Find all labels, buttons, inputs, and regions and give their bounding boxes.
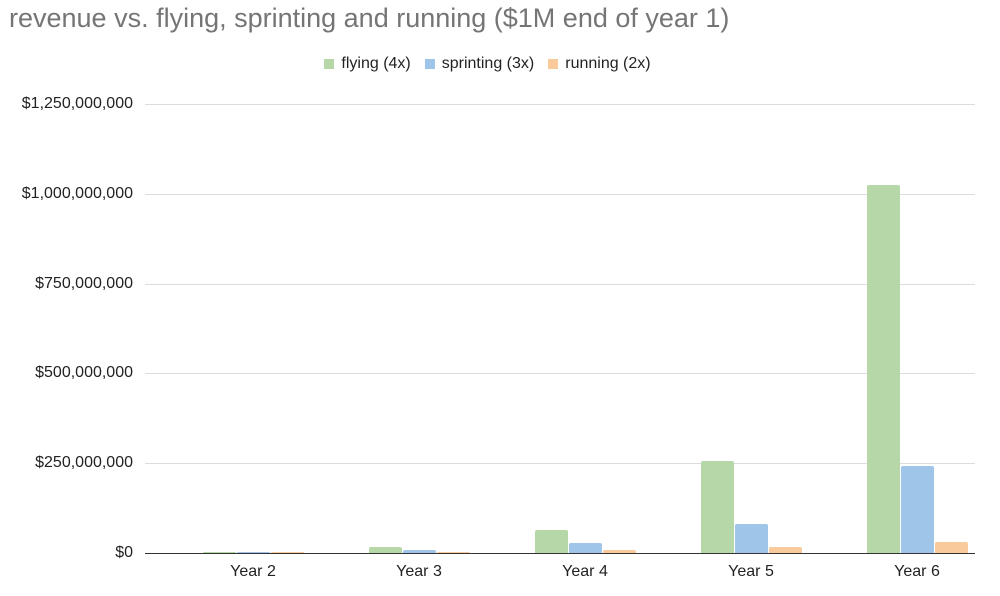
y-tick-label: $1,250,000,000 bbox=[21, 95, 133, 112]
bar-sprinting-year-5[interactable] bbox=[734, 523, 768, 553]
legend-swatch-icon bbox=[424, 59, 435, 69]
gridline bbox=[145, 463, 975, 464]
y-tick-label: $1,000,000,000 bbox=[21, 185, 133, 202]
legend-item-running[interactable]: running (2x) bbox=[548, 55, 651, 73]
x-tick-label: Year 6 bbox=[894, 563, 940, 580]
bar-flying-year-5[interactable] bbox=[700, 461, 734, 553]
bar-flying-year-3[interactable] bbox=[368, 547, 402, 553]
x-axis bbox=[145, 553, 975, 554]
x-tick-label: Year 4 bbox=[562, 563, 608, 580]
x-tick-label: Year 3 bbox=[396, 563, 442, 580]
legend-item-sprinting[interactable]: sprinting (3x) bbox=[424, 55, 535, 73]
bar-flying-year-6[interactable] bbox=[866, 185, 900, 553]
bar-running-year-5[interactable] bbox=[768, 547, 802, 553]
bar-sprinting-year-6[interactable] bbox=[900, 465, 934, 553]
legend-label: sprinting (3x) bbox=[441, 55, 535, 72]
gridline bbox=[145, 373, 975, 374]
chart-title: revenue vs. flying, sprinting and runnin… bbox=[9, 3, 730, 33]
bar-sprinting-year-3[interactable] bbox=[402, 549, 436, 553]
legend-swatch-icon bbox=[324, 59, 335, 69]
gridline bbox=[145, 284, 975, 285]
bar-running-year-2[interactable] bbox=[270, 552, 304, 553]
bar-flying-year-2[interactable] bbox=[202, 551, 236, 553]
legend: flying (4x) sprinting (3x) running (2x) bbox=[0, 55, 1000, 73]
bar-running-year-3[interactable] bbox=[436, 551, 470, 553]
bar-flying-year-4[interactable] bbox=[534, 530, 568, 553]
legend-label: running (2x) bbox=[565, 55, 651, 72]
legend-label: flying (4x) bbox=[341, 55, 411, 72]
legend-swatch-icon bbox=[548, 59, 559, 69]
bar-sprinting-year-4[interactable] bbox=[568, 543, 602, 553]
bar-running-year-4[interactable] bbox=[602, 550, 636, 553]
gridline bbox=[145, 104, 975, 105]
y-tick-label: $500,000,000 bbox=[35, 364, 133, 381]
x-tick-label: Year 5 bbox=[728, 563, 774, 580]
gridline bbox=[145, 194, 975, 195]
bar-sprinting-year-2[interactable] bbox=[236, 551, 270, 553]
legend-item-flying[interactable]: flying (4x) bbox=[324, 55, 411, 73]
y-tick-label: $0 bbox=[115, 544, 133, 561]
x-tick-label: Year 2 bbox=[230, 563, 276, 580]
y-tick-label: $250,000,000 bbox=[35, 454, 133, 471]
bar-running-year-6[interactable] bbox=[934, 541, 968, 553]
y-tick-label: $750,000,000 bbox=[35, 275, 133, 292]
